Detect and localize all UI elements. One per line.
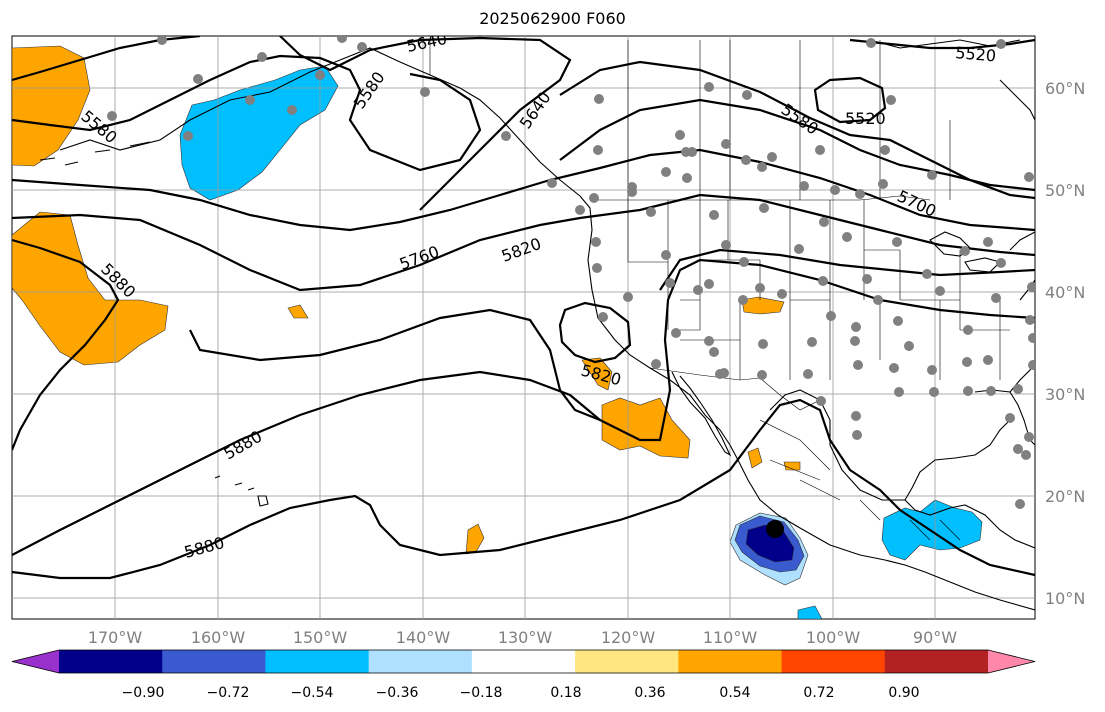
contour-label: 5520 — [955, 43, 997, 65]
contour-southeast — [899, 509, 1035, 577]
colorbar — [11, 649, 1036, 674]
lat-tick-label: 40°N — [1045, 283, 1085, 302]
contour-5520-north — [849, 38, 1035, 50]
colorbar-segment — [265, 650, 370, 673]
colorbar-segment — [575, 650, 679, 673]
coastline-alaska — [59, 47, 581, 197]
colorbar-tick-label: 0.72 — [803, 685, 834, 701]
lon-tick-label: 160°W — [191, 628, 246, 647]
contour-5880-south — [12, 370, 601, 556]
coastline-gulf-mexico — [769, 389, 1011, 501]
contour-5580-west — [12, 54, 482, 172]
colorbar-tick-label: −0.18 — [460, 685, 503, 701]
border-mexico-states — [759, 419, 961, 541]
colorbar-labels: −0.90 −0.72 −0.54 −0.36 −0.18 0.18 0.36 … — [122, 685, 920, 701]
orange-small-3 — [747, 447, 763, 469]
colorbar-tick-label: −0.54 — [291, 685, 334, 701]
colorbar-segment — [471, 650, 576, 673]
orange-region-nw-pacific — [12, 45, 91, 167]
orange-region-four-corners — [741, 296, 785, 315]
colorbar-segment — [368, 650, 473, 673]
lon-tick-label: 130°W — [498, 628, 553, 647]
colorbar-tick-label: −0.72 — [207, 685, 250, 701]
orange-region-central-pacific — [12, 211, 169, 366]
station-markers — [107, 36, 1035, 509]
lat-tick-label: 30°N — [1045, 385, 1085, 404]
contour-5520-low — [813, 76, 887, 124]
colorbar-tick-label: 0.90 — [888, 685, 919, 701]
colorbar-outline — [11, 649, 1036, 674]
latitude-ticks: 10°N 20°N 30°N 40°N 50°N 60°N — [1045, 79, 1085, 608]
coastline-aleutians — [39, 141, 151, 166]
lon-tick-label: 170°W — [88, 628, 143, 647]
contour-5640-east — [559, 98, 1035, 192]
lat-tick-label: 20°N — [1045, 487, 1085, 506]
colorbar-tick-label: 0.54 — [719, 685, 750, 701]
colorbar-tick-label: −0.36 — [376, 685, 419, 701]
lat-tick-label: 10°N — [1045, 589, 1085, 608]
storm-center-marker — [766, 520, 784, 538]
colorbar-extend-high — [988, 650, 1035, 673]
lon-tick-label: 150°W — [293, 628, 348, 647]
lon-tick-label: 110°W — [703, 628, 758, 647]
colorbar-segment — [781, 650, 886, 673]
border-canada-provinces — [627, 40, 951, 200]
blue-region-gulf-of-alaska — [179, 65, 339, 201]
colorbar-segment — [162, 650, 266, 673]
political-borders — [429, 40, 1010, 541]
plot-title: 2025062900 F060 — [479, 9, 626, 28]
hawaii — [214, 475, 269, 507]
lon-tick-label: 100°W — [806, 628, 861, 647]
coastline-baja — [671, 371, 732, 457]
lat-tick-label: 60°N — [1045, 79, 1085, 98]
contour-5880-central — [12, 238, 120, 451]
coastline-yucatan — [904, 499, 1035, 549]
colorbar-tick-label: 0.36 — [634, 685, 665, 701]
colorbar-segment — [678, 650, 783, 673]
orange-small-1 — [287, 304, 309, 319]
contour-5820 — [558, 193, 1035, 364]
colorbar-tick-label: 0.18 — [550, 685, 581, 701]
orange-small-2 — [465, 523, 485, 555]
blue-small-1 — [797, 605, 823, 619]
lon-tick-label: 90°W — [913, 628, 957, 647]
lon-tick-label: 140°W — [396, 628, 451, 647]
colorbar-segment — [884, 650, 989, 673]
colorbar-tick-label: −0.90 — [122, 685, 165, 701]
colorbar-extend-low — [12, 650, 59, 673]
orange-small-4 — [783, 461, 801, 471]
orange-region-mexico-coast — [601, 397, 691, 459]
colorbar-segment — [59, 650, 163, 673]
contour-label: 5520 — [845, 109, 886, 128]
lon-tick-label: 120°W — [601, 628, 656, 647]
orange-region-baja — [581, 357, 613, 391]
contour-5880-southwest — [12, 398, 901, 580]
lat-tick-label: 50°N — [1045, 181, 1085, 200]
longitude-ticks: 170°W 160°W 150°W 140°W 130°W 120°W 110°… — [88, 628, 957, 647]
contour-5760 — [12, 213, 581, 292]
